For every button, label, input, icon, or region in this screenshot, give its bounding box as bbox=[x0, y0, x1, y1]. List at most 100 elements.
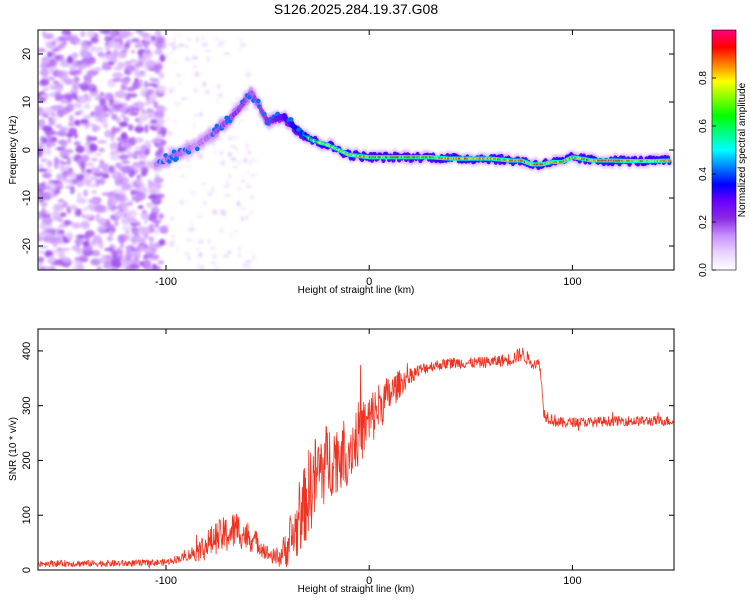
noise-speckle bbox=[40, 56, 50, 64]
noise-speckle bbox=[84, 214, 93, 219]
noise-speckle bbox=[117, 51, 128, 59]
noise-speckle bbox=[153, 100, 159, 109]
noise-speckle bbox=[138, 104, 144, 112]
noise-speckle bbox=[172, 60, 178, 64]
noise-speckle bbox=[175, 165, 182, 170]
noise-speckle bbox=[112, 172, 118, 177]
noise-speckle bbox=[121, 183, 131, 190]
noise-speckle bbox=[109, 142, 119, 150]
noise-speckle bbox=[108, 109, 114, 115]
noise-speckle bbox=[147, 180, 153, 190]
noise-speckle bbox=[79, 30, 86, 38]
noise-speckle bbox=[59, 149, 65, 158]
noise-speckle bbox=[50, 41, 57, 47]
noise-speckle bbox=[75, 145, 85, 154]
noise-speckle bbox=[151, 196, 162, 206]
noise-speckle bbox=[144, 48, 151, 55]
noise-speckle bbox=[227, 249, 232, 255]
noise-speckle bbox=[142, 102, 150, 106]
noise-speckle bbox=[88, 136, 98, 142]
noise-speckle bbox=[91, 249, 101, 257]
noise-speckle bbox=[113, 220, 119, 227]
spectrogram-frame bbox=[37, 29, 675, 271]
noise-speckle bbox=[120, 165, 132, 174]
noise-speckle bbox=[38, 141, 45, 150]
noise-speckle bbox=[57, 217, 63, 223]
noise-speckle bbox=[49, 69, 54, 75]
noise-speckle bbox=[146, 144, 152, 149]
colorbar-tick-label: 0.4 bbox=[698, 167, 709, 181]
noise-speckle bbox=[187, 255, 192, 262]
noise-speckle bbox=[55, 227, 60, 233]
noise-speckle bbox=[60, 203, 65, 209]
noise-speckle bbox=[125, 65, 136, 72]
noise-speckle bbox=[71, 53, 78, 60]
noise-speckle bbox=[104, 35, 113, 42]
noise-speckle bbox=[152, 180, 159, 188]
noise-speckle bbox=[140, 166, 149, 175]
noise-speckle bbox=[190, 221, 194, 226]
noise-speckle bbox=[69, 66, 77, 71]
noise-speckle bbox=[150, 206, 160, 216]
noise-speckle bbox=[120, 113, 126, 118]
noise-speckle bbox=[192, 122, 196, 129]
noise-speckle bbox=[210, 246, 215, 251]
noise-speckle bbox=[230, 233, 234, 238]
noise-speckle bbox=[38, 107, 44, 116]
noise-speckle bbox=[189, 191, 197, 196]
noise-speckle bbox=[40, 68, 49, 77]
noise-speckle bbox=[88, 198, 100, 205]
noise-speckle bbox=[220, 159, 225, 167]
noise-speckle bbox=[75, 242, 81, 248]
noise-speckle bbox=[142, 160, 154, 168]
noise-speckle bbox=[38, 250, 46, 254]
chart-title: S126.2025.284.19.37.G08 bbox=[274, 1, 438, 17]
noise-speckle bbox=[242, 264, 249, 268]
noise-speckle bbox=[87, 203, 95, 210]
noise-speckle bbox=[247, 264, 252, 270]
noise-speckle bbox=[157, 37, 164, 44]
noise-speckle bbox=[233, 229, 240, 234]
noise-speckle bbox=[121, 160, 131, 164]
noise-speckle bbox=[80, 44, 91, 49]
noise-speckle bbox=[175, 44, 182, 49]
noise-speckle bbox=[207, 191, 213, 197]
noise-speckle bbox=[237, 246, 242, 252]
noise-speckle bbox=[194, 70, 200, 77]
noise-speckle bbox=[118, 154, 129, 161]
noise-speckle bbox=[99, 159, 104, 165]
colorbar-tick-label: 0.0 bbox=[698, 263, 709, 277]
snr-y-tick-label: 400 bbox=[21, 342, 33, 360]
noise-speckle bbox=[54, 55, 62, 60]
colorbar-tick-label: 0.6 bbox=[698, 119, 709, 133]
noise-speckle bbox=[49, 236, 61, 242]
noise-speckle bbox=[42, 87, 49, 92]
noise-speckle bbox=[123, 79, 130, 85]
noise-speckle bbox=[62, 106, 70, 115]
noise-speckle bbox=[110, 259, 122, 268]
noise-speckle bbox=[223, 184, 230, 188]
noise-speckle bbox=[98, 162, 109, 170]
noise-speckle bbox=[195, 247, 201, 252]
noise-speckle bbox=[82, 207, 89, 211]
spectrogram-y-tick-label: 0 bbox=[21, 147, 33, 153]
noise-speckle bbox=[55, 83, 63, 90]
noise-speckle bbox=[244, 71, 252, 78]
noise-speckle bbox=[111, 266, 117, 270]
noise-speckle bbox=[99, 97, 107, 106]
noise-speckle bbox=[163, 223, 170, 229]
noise-speckle bbox=[180, 174, 185, 178]
noise-speckle bbox=[238, 118, 245, 123]
noise-speckle bbox=[111, 41, 121, 48]
noise-speckle bbox=[78, 255, 88, 263]
noise-speckle bbox=[76, 61, 84, 65]
noise-speckle bbox=[156, 133, 164, 138]
noise-speckle bbox=[42, 172, 52, 179]
noise-speckle bbox=[231, 102, 235, 106]
noise-speckle bbox=[108, 165, 115, 174]
noise-speckle bbox=[135, 137, 144, 143]
ridge-core bbox=[288, 117, 294, 122]
noise-speckle bbox=[82, 249, 94, 257]
noise-speckle bbox=[122, 216, 129, 224]
